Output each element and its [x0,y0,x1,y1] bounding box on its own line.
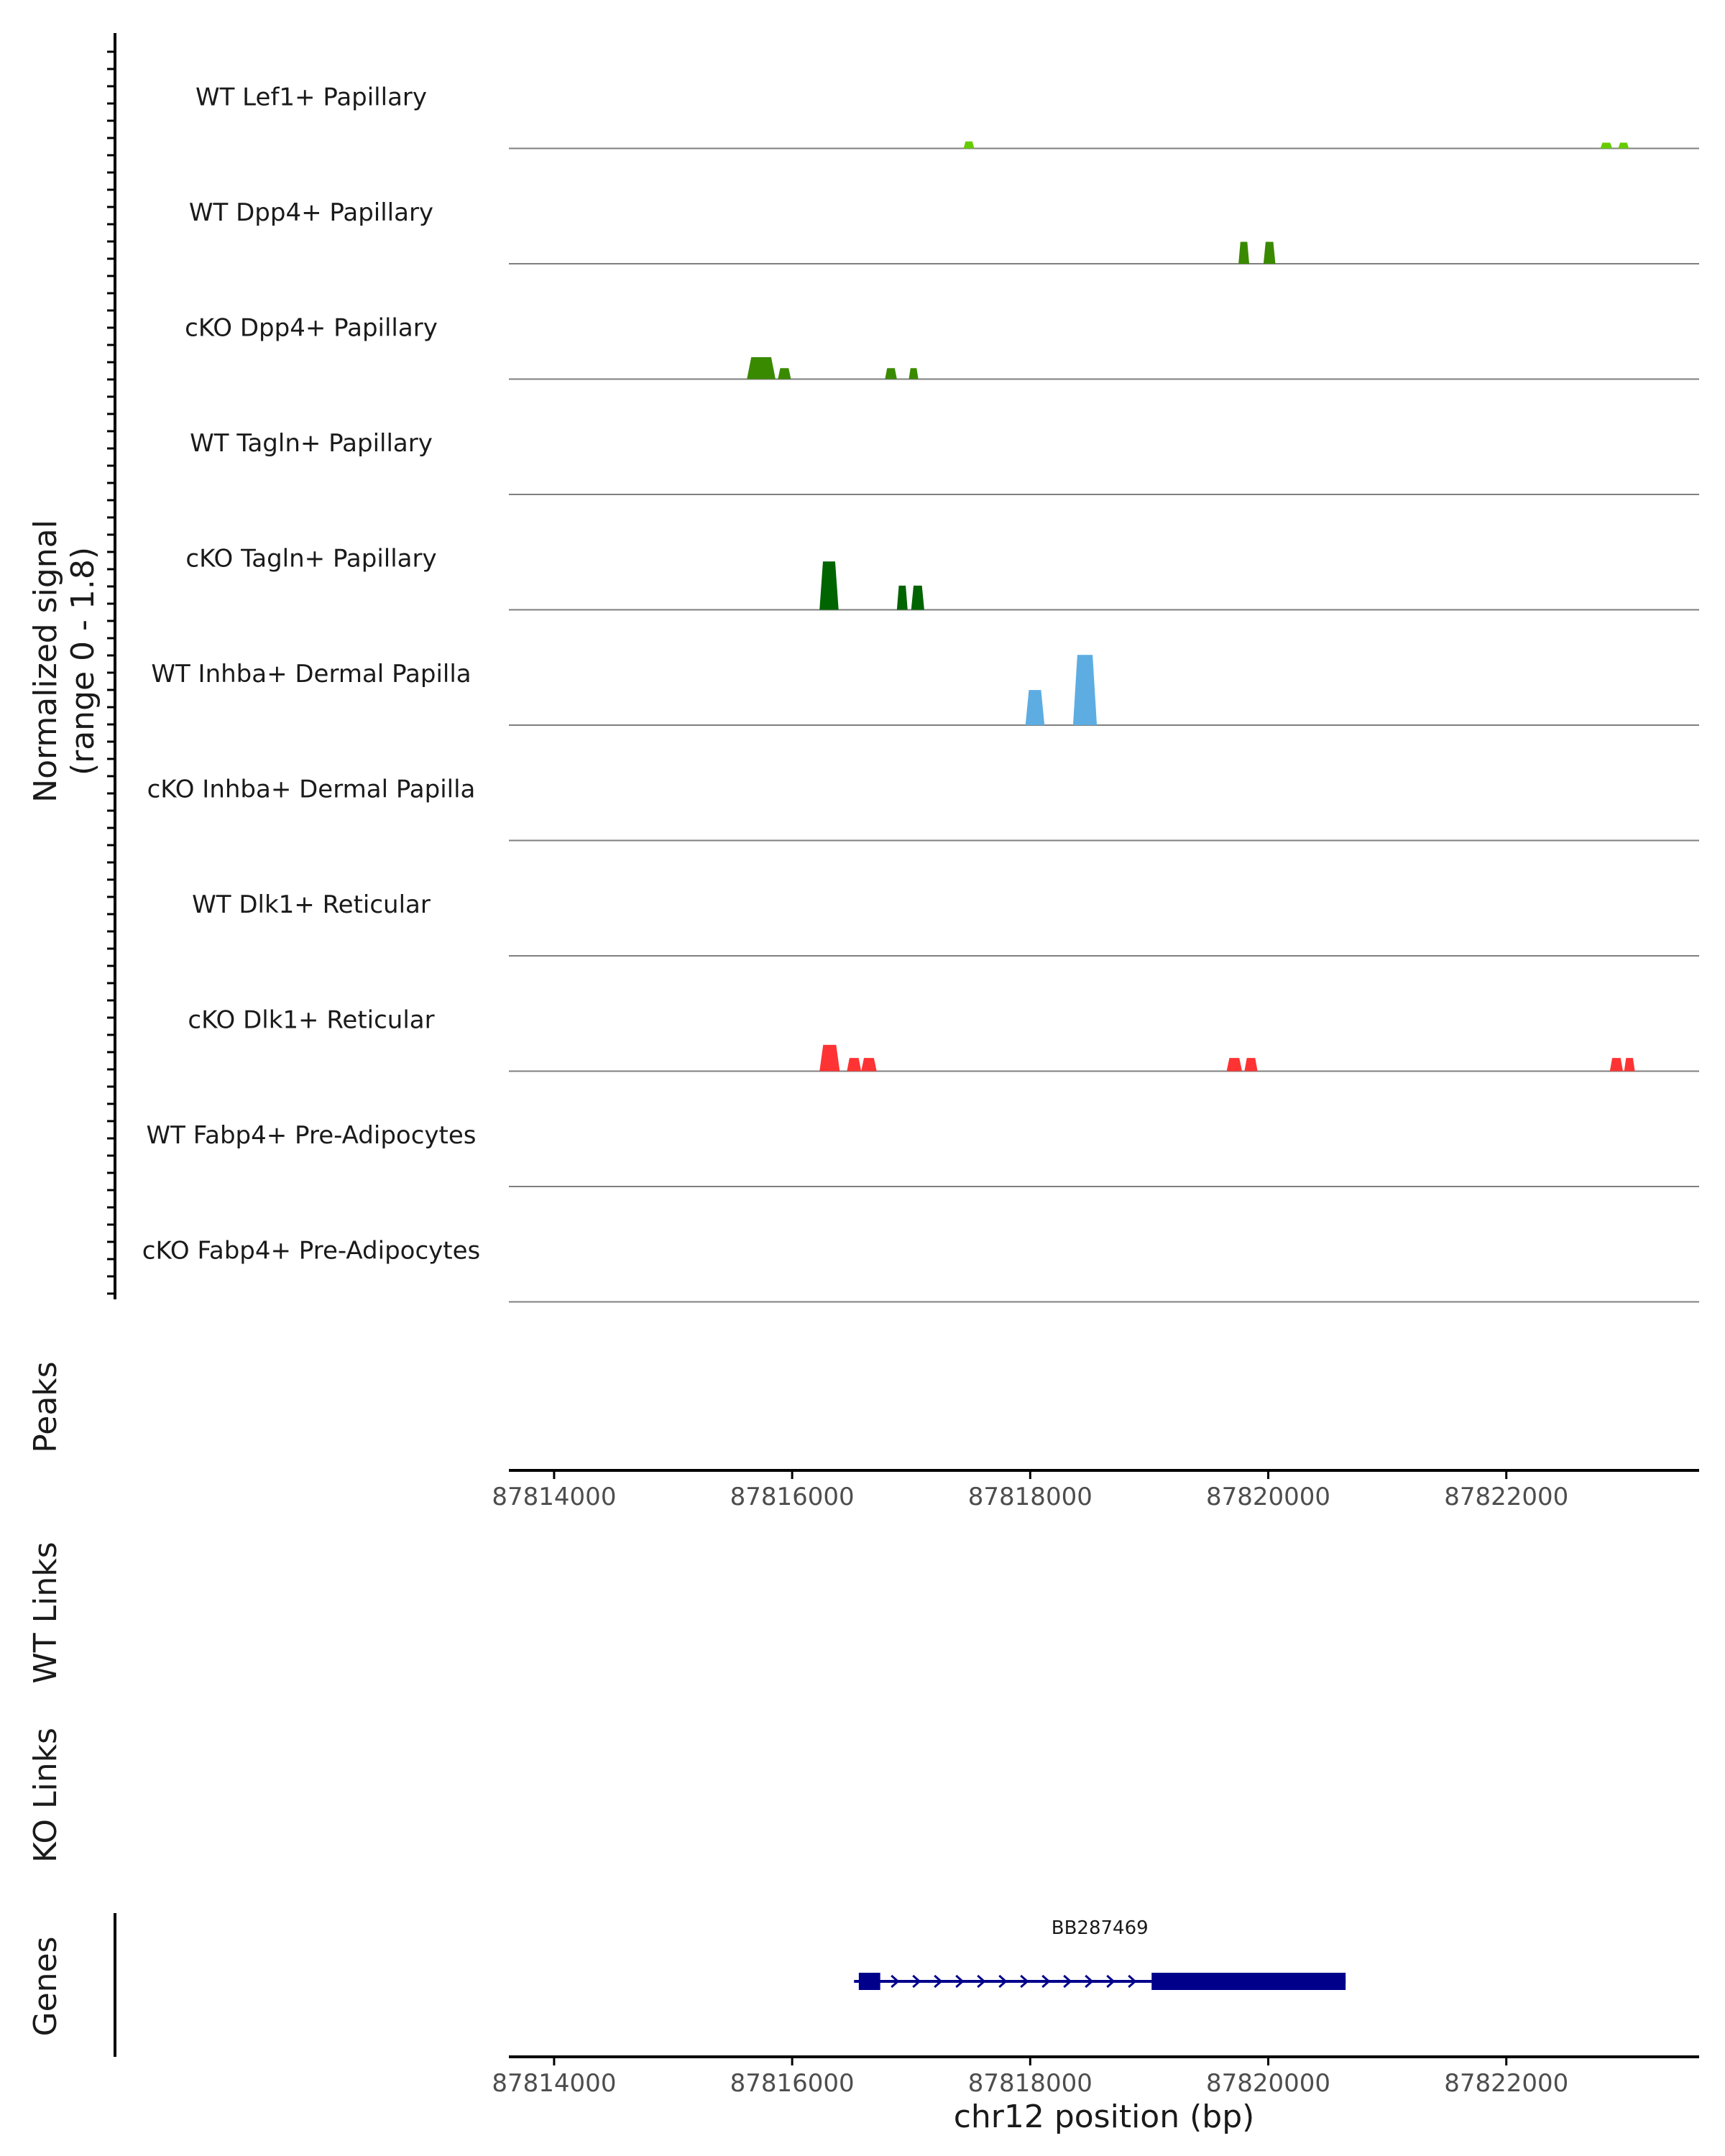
coverage-track: WT Lef1+ Papillary [196,83,1699,149]
ko-links-panel-label: KO Links [27,1728,64,1863]
x-tick-label: 87816000 [730,2069,855,2098]
coverage-track: cKO Tagln+ Papillary [185,545,1699,611]
strand-arrow [998,1974,1008,1989]
coverage-track: WT Tagln+ Papillary [190,429,1699,495]
coverage-track: WT Dpp4+ Papillary [189,198,1699,264]
strand-arrow [912,1974,921,1989]
x-tick-label: 87816000 [730,1483,855,1511]
gene-name-label: BB287469 [1052,1917,1149,1939]
signal-peak [885,368,897,379]
track-label: WT Inhba+ Dermal Papilla [151,660,471,688]
strand-arrow [1063,1974,1072,1989]
signal-axis-ticks [107,50,115,1295]
signal-peak [778,368,791,379]
peaks-panel-label: Peaks [27,1361,64,1452]
x-tick-label: 87814000 [492,1483,616,1511]
strand-arrow [955,1974,965,1989]
coverage-track: WT Dlk1+ Reticular [192,890,1699,957]
x-tick-label: 87814000 [492,2069,616,2098]
strand-arrow [1128,1974,1137,1989]
gene-exon [858,1973,880,1990]
coverage-track: cKO Inhba+ Dermal Papilla [147,775,1699,842]
signal-peak [847,1058,862,1072]
coverage-tracks: WT Lef1+ Papillary WT Dpp4+ Papillary cKO … [142,83,1699,1303]
strand-arrow [1085,1974,1094,1989]
x-tick-label: 87820000 [1206,2069,1330,2098]
signal-peak [1263,241,1276,264]
signal-peak [1600,142,1613,149]
y-axis-subtitle: (range 0 - 1.8) [65,547,101,775]
track-label: cKO Fabp4+ Pre-Adipocytes [142,1237,481,1266]
signal-peak [1618,142,1629,149]
signal-peak [896,585,908,610]
track-label: WT Fabp4+ Pre-Adipocytes [147,1121,477,1150]
signal-peak [1025,690,1045,725]
x-tick-label: 87822000 [1444,2069,1568,2098]
x-axis-peaks: 87814000 87816000 87818000 87820000 87822000 [492,1469,1699,1511]
strand-arrow [891,1974,900,1989]
signal-peak [819,1044,840,1072]
x-tick-label: 87818000 [968,1483,1092,1511]
track-label: WT Lef1+ Papillary [196,83,427,112]
signal-peak [819,561,839,610]
strand-arrow [1106,1974,1116,1989]
track-label: WT Dpp4+ Papillary [189,198,433,227]
wt-links-panel-label: WT Links [27,1542,64,1683]
x-tick-label: 87818000 [968,2069,1092,2098]
signal-peak [911,585,924,610]
x-tick-label: 87822000 [1444,1483,1568,1511]
coverage-track: WT Fabp4+ Pre-Adipocytes [147,1121,1699,1187]
x-tick-label: 87820000 [1206,1483,1330,1511]
track-label: cKO Tagln+ Papillary [185,545,436,573]
signal-peak [908,368,919,379]
y-axis-title: Normalized signal [27,520,64,803]
x-axis-title: chr12 position (bp) [954,2099,1255,2135]
gene-track: BB287469 [854,1917,1346,1990]
track-label: WT Tagln+ Papillary [190,429,433,458]
coverage-track: cKO Dpp4+ Papillary [185,314,1699,380]
signal-peak [1609,1058,1624,1072]
strand-arrow [1041,1974,1051,1989]
coverage-track: cKO Fabp4+ Pre-Adipocytes [142,1237,1699,1303]
track-label: cKO Dpp4+ Papillary [185,314,438,343]
signal-peak [1072,655,1098,725]
strand-arrow [977,1974,986,1989]
coverage-track: cKO Dlk1+ Reticular [188,1006,1699,1072]
track-label: WT Dlk1+ Reticular [192,890,431,919]
signal-peak [963,141,975,149]
signal-peak [747,356,776,379]
signal-peak [1238,241,1250,264]
strand-arrow [934,1974,943,1989]
signal-peak [1226,1058,1243,1072]
signal-peak [1624,1058,1635,1072]
genes-panel-label: Genes [27,1936,64,2036]
signal-peak [861,1058,877,1072]
track-label: cKO Inhba+ Dermal Papilla [147,775,476,804]
strand-arrow [1020,1974,1029,1989]
signal-axis [107,33,116,1299]
coverage-track: WT Inhba+ Dermal Papilla [151,655,1699,726]
signal-peak [1244,1058,1258,1072]
x-axis-genes: 87814000 87816000 87818000 87820000 87822000 [492,2055,1699,2098]
gene-exon [1151,1973,1346,1990]
track-label: cKO Dlk1+ Reticular [188,1006,434,1035]
